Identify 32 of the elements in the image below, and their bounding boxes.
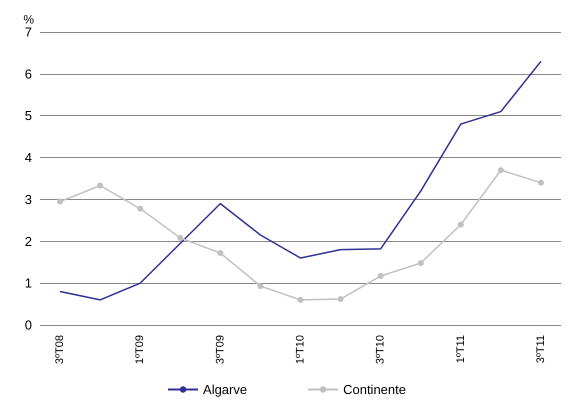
y-tick-label: 3	[24, 192, 32, 207]
legend-label: Algarve	[203, 382, 248, 397]
y-tick-label: 7	[24, 24, 32, 40]
point	[458, 222, 464, 228]
y-tick-label: 0	[24, 318, 32, 332]
point	[498, 167, 504, 174]
point	[418, 260, 424, 266]
y-tick-label: 5	[24, 108, 32, 124]
y-axis-title: %	[23, 12, 34, 27]
point	[177, 234, 184, 241]
x-tick-label: 3ºT08	[54, 335, 66, 364]
point	[97, 182, 104, 189]
point	[378, 273, 384, 280]
y-tick-label: 2	[24, 234, 32, 249]
point	[137, 206, 144, 212]
point	[257, 283, 264, 290]
x-tick-label: 3ºT11	[534, 335, 547, 364]
x-tick-label: 1ºT09	[134, 335, 146, 364]
line-series	[59, 60, 542, 301]
x-tick-label: 3ºT10	[374, 335, 387, 364]
point	[57, 198, 64, 205]
y-tick-label: 1	[24, 276, 32, 291]
x-tick-label: 1ºT11	[454, 335, 467, 364]
x-tick-label: 1ºT10	[294, 335, 306, 364]
y-tick-label: 6	[24, 66, 32, 82]
point	[217, 250, 224, 256]
point	[538, 180, 544, 186]
legend-label: Continente	[343, 382, 406, 397]
point	[338, 296, 344, 302]
point	[298, 296, 304, 303]
x-tick-label: 3ºT09	[214, 335, 226, 364]
y-tick-label: 4	[24, 150, 32, 166]
